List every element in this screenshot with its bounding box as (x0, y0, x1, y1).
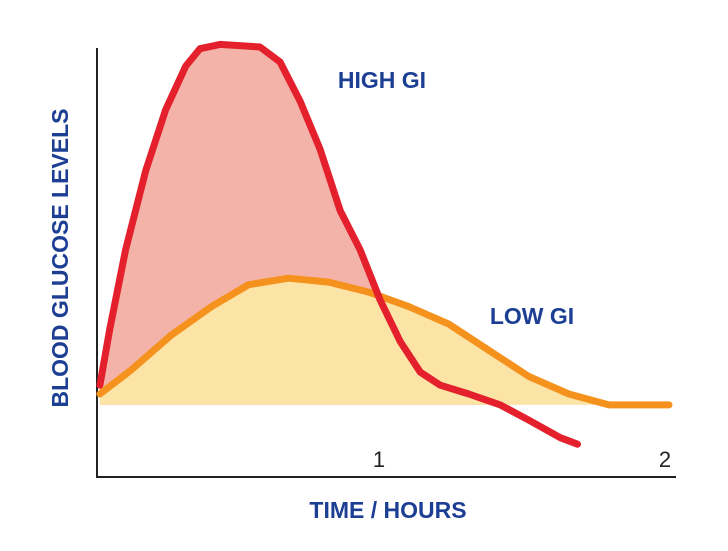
series-label: LOW GI (490, 303, 574, 329)
series-line (96, 40, 581, 448)
x-axis-label: TIME / HOURS (309, 497, 466, 523)
x-tick-label: 1 (373, 447, 385, 472)
series-line (96, 274, 673, 409)
area-fill (99, 278, 670, 405)
x-tick-label: 2 (659, 447, 671, 472)
series-label: HIGH GI (338, 67, 426, 93)
y-axis-label: BLOOD GLUCOSE LEVELS (47, 108, 73, 407)
